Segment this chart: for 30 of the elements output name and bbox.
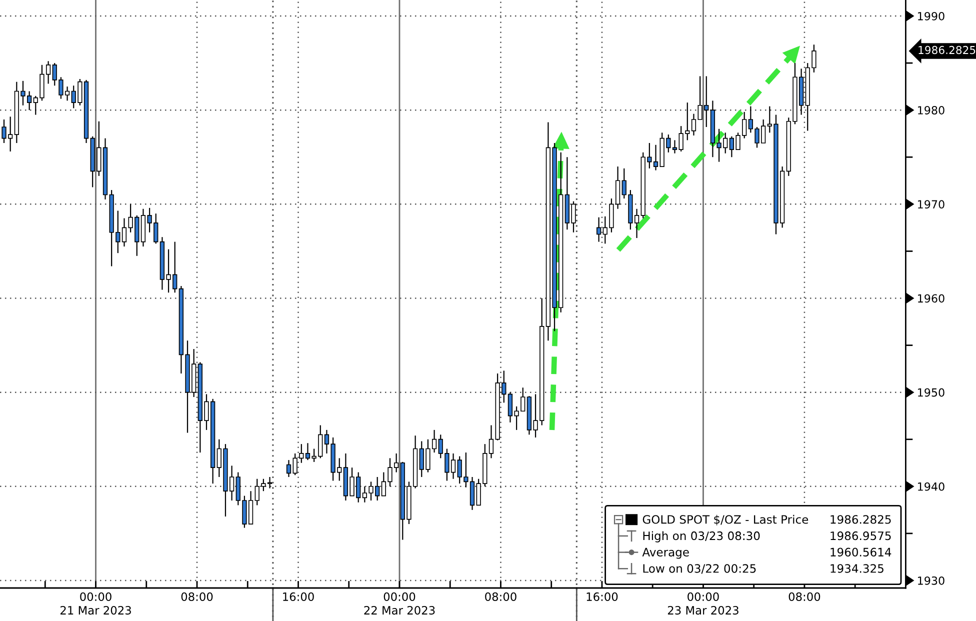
candlestick: [672, 140, 678, 154]
candlestick: [653, 144, 658, 171]
x-tick-label: 08:00: [788, 592, 820, 601]
annotation: Average: [642, 548, 689, 559]
x-tick-label: 00:00 23 Mar 2023: [668, 592, 738, 615]
candlestick: [286, 459, 292, 478]
y-tick-label: 1960: [918, 294, 944, 303]
x-tick-label: 00:00 21 Mar 2023: [60, 592, 131, 615]
y-tick-label: 1930: [918, 576, 944, 585]
candlestick: [470, 476, 475, 510]
text: 1986.2825: [918, 46, 976, 54]
annotation: 1934.325: [830, 564, 884, 573]
y-tick-label: 1990: [918, 12, 944, 20]
x-tick-label: 16:00: [283, 592, 314, 601]
annotation: High on 03/23 08:30: [643, 531, 760, 542]
annotation: 1986.2825: [830, 515, 891, 524]
annotation: 1960.5614: [830, 548, 892, 556]
x-tick-label: 08:00: [181, 592, 213, 601]
legend-label: GOLD SPOT $/OZ - Last Price: [642, 514, 808, 526]
annotation: 1986.9575: [830, 531, 891, 540]
y-tick-label: 1980: [918, 106, 944, 114]
candlestick: [596, 216, 602, 242]
y-tick-label: 1970: [918, 200, 944, 209]
x-tick-label: 08:00: [485, 592, 516, 601]
candlestick: [488, 424, 494, 459]
annotation: Low on 03/22 00:25: [643, 564, 756, 574]
x-tick-label: 00:00 22 Mar 2023: [364, 592, 435, 615]
y-tick-label: 1940: [918, 482, 944, 491]
x-tick-label: 16:00: [586, 592, 618, 601]
y-tick-label: 1950: [918, 388, 944, 397]
